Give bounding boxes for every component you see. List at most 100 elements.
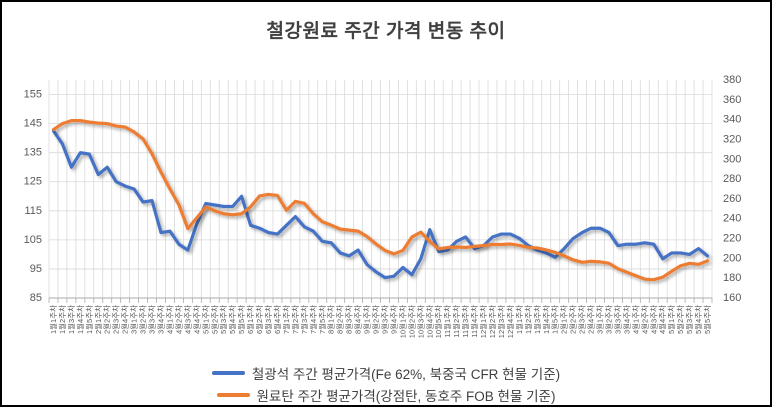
x-axis-category-label: 1월1주차 (48, 305, 58, 334)
x-axis-category-label: 7월5주차 (317, 305, 327, 334)
coking-coal-line-swatch (216, 393, 250, 397)
x-axis-category-label: 1월2주차 (523, 305, 533, 334)
left-axis-tick-label: 115 (24, 205, 42, 217)
x-axis-category-label: 5월4주차 (227, 305, 237, 334)
x-axis-category-label: 11월2주차 (451, 305, 461, 338)
x-axis-category-label: 4월4주차 (191, 305, 201, 334)
right-axis-tick-label: 220 (723, 233, 741, 245)
x-axis-category-label: 4월4주차 (657, 305, 667, 334)
x-axis-category-label: 3월4주차 (621, 305, 631, 334)
x-axis-category-label: 6월2주차 (254, 305, 264, 334)
x-axis-category-label: 1월3주차 (532, 305, 542, 334)
x-axis-category-label: 4월2주차 (639, 305, 649, 334)
x-axis-category-label: 4월2주차 (173, 305, 183, 334)
x-axis-category-label: 8월2주차 (335, 305, 345, 334)
x-axis-category-label: 5월3주차 (218, 305, 228, 334)
x-axis-category-label: 1월2주차 (57, 305, 67, 334)
x-axis-category-label: 5월1주차 (666, 305, 676, 334)
x-axis-category-label: 8월3주차 (344, 305, 354, 334)
left-axis-tick-label: 125 (24, 176, 42, 188)
right-axis-tick-label: 300 (723, 153, 741, 165)
left-axis-tick-label: 85 (30, 292, 42, 304)
x-axis-category-label: 5월1주차 (200, 305, 210, 334)
x-axis-category-label: 3월2주차 (138, 305, 148, 334)
x-axis-category-label: 9월1주차 (362, 305, 372, 334)
x-axis-category-label: 3월3주차 (147, 305, 157, 334)
x-axis-category-label: 1월4주차 (541, 305, 551, 334)
x-axis-category-label: 5월5주차 (702, 305, 712, 334)
x-axis-category-label: 5월5주차 (236, 305, 246, 334)
x-axis-category-label: 9월4주차 (388, 305, 398, 334)
x-axis-category-label: 8월4주차 (353, 305, 363, 334)
x-axis-category-label: 1월5주차 (550, 305, 560, 334)
x-axis-category-label: 3월1주차 (129, 305, 139, 334)
iron-ore-legend-label: 철광석 주간 평균가격(Fe 62%, 북중국 CFR 현물 기준) (251, 367, 561, 382)
x-axis-category-label: 7월2주차 (290, 305, 300, 334)
left-axis-tick-label: 145 (24, 118, 42, 130)
right-axis-tick-label: 380 (723, 74, 741, 86)
x-axis-category-label: 12월2주차 (487, 305, 497, 338)
x-axis-category-label: 2월3주차 (111, 305, 121, 334)
x-axis-category-label: 4월1주차 (164, 305, 174, 334)
x-axis-category-label: 5월2주차 (675, 305, 685, 334)
x-axis-category-label: 2월2주차 (568, 305, 578, 334)
x-axis-category-label: 2월4주차 (120, 305, 130, 334)
right-axis-tick-label: 280 (723, 173, 741, 185)
series-line-iron-ore (51, 129, 710, 280)
x-axis-category-label: 8월1주차 (326, 305, 336, 334)
x-axis-category-label: 10월3주차 (415, 305, 425, 338)
x-axis-category-label: 2월1주차 (559, 305, 569, 334)
x-axis-category-label: 4월1주차 (630, 305, 640, 334)
right-axis-labels: 160 180 200 220 240 260 280 300 320 340 360 380 (723, 74, 741, 304)
x-axis-category-label: 2월4주차 (586, 305, 596, 334)
series-line-coking-coal (51, 119, 710, 282)
x-axis-category-label: 9월3주차 (379, 305, 389, 334)
x-axis-category-label: 3월4주차 (155, 305, 165, 334)
x-axis-category-label: 5월2주차 (209, 305, 219, 334)
x-axis-category-label: 10월5주차 (433, 305, 443, 338)
x-axis-category-label: 3월1주차 (595, 305, 605, 334)
x-axis-category-label: 11월4주차 (469, 305, 479, 338)
x-axis-category-label: 9월2주차 (371, 305, 381, 334)
x-axis-ticks (48, 298, 713, 303)
x-axis-category-label: 10월1주차 (397, 305, 407, 338)
chart-title: 철강원료 주간 가격 변동 추이 (266, 21, 506, 42)
x-axis-category-label: 7월1주차 (281, 305, 291, 334)
x-axis-category-label: 6월3주차 (263, 305, 273, 334)
x-axis-category-label: 1월5주차 (84, 305, 94, 334)
left-axis-tick-label: 95 (30, 263, 42, 275)
x-axis-category-label: 12월1주차 (478, 305, 488, 338)
x-axis-category-label: 7월3주차 (299, 305, 309, 334)
x-axis-category-label: 6월1주차 (245, 305, 255, 334)
left-axis-tick-label: 105 (24, 234, 42, 246)
left-axis-tick-label: 155 (24, 89, 42, 101)
x-axis-category-label: 1월1주차 (514, 305, 524, 334)
iron-ore-line-swatch (211, 371, 245, 375)
right-axis-tick-label: 160 (723, 292, 741, 304)
x-axis-category-label: 7월4주차 (308, 305, 318, 334)
x-axis-category-label: 11월3주차 (460, 305, 470, 338)
right-axis-tick-label: 260 (723, 193, 741, 205)
x-axis-category-label: 3월2주차 (603, 305, 613, 334)
x-axis-category-label: 10월2주차 (406, 305, 416, 338)
x-axis-category-label: 11월1주차 (442, 305, 452, 338)
x-axis-category-label: 12월4주차 (505, 305, 515, 338)
right-axis-tick-label: 320 (723, 133, 741, 145)
right-axis-tick-label: 340 (723, 114, 741, 126)
legend-item-coking-coal: 원료탄 주간 평균가격(강점탄, 동호주 FOB 현물 기준) (2, 385, 770, 405)
right-axis-tick-label: 240 (723, 213, 741, 225)
x-axis-category-label: 2월3주차 (577, 305, 587, 334)
x-axis-category-label: 12월3주차 (496, 305, 506, 338)
right-axis-tick-label: 360 (723, 94, 741, 106)
left-axis-tick-label: 135 (24, 147, 42, 159)
x-axis-category-label: 4월3주차 (648, 305, 658, 334)
x-axis-category-label: 4월3주차 (182, 305, 192, 334)
x-axis-category-label: 1월3주차 (66, 305, 76, 334)
coking-coal-legend-label: 원료탄 주간 평균가격(강점탄, 동호주 FOB 현물 기준) (256, 389, 556, 404)
x-axis-category-label: 3월3주차 (612, 305, 622, 334)
x-axis-category-label: 1월4주차 (75, 305, 85, 334)
x-axis-category-label: 5월4주차 (693, 305, 703, 334)
legend-item-iron-ore: 철광석 주간 평균가격(Fe 62%, 북중국 CFR 현물 기준) (2, 363, 770, 383)
